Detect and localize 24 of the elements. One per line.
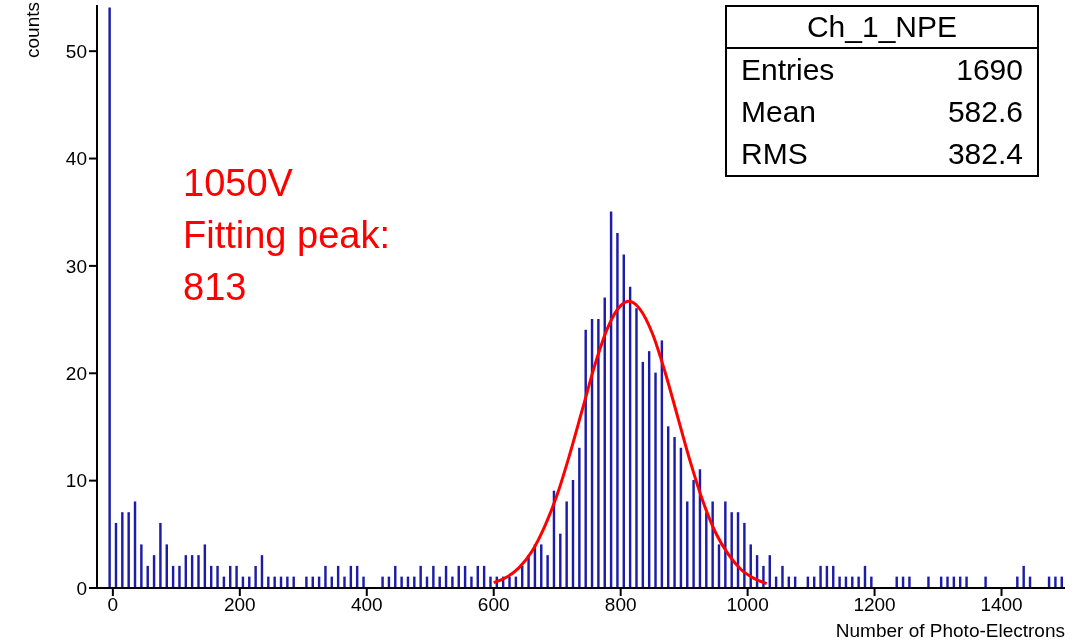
- annotation: 582.6: [947, 94, 1023, 130]
- annotation: 1690: [956, 52, 1023, 88]
- y-tick-label: 10: [65, 470, 87, 492]
- y-tick-label: 40: [65, 148, 87, 170]
- x-tick-label: 1200: [853, 594, 896, 616]
- y-tick-label: 0: [76, 577, 87, 599]
- y-axis-title: counts: [22, 2, 44, 58]
- y-tick-label: 30: [65, 255, 87, 277]
- x-tick-label: 200: [223, 594, 256, 616]
- x-tick-label: 800: [604, 594, 637, 616]
- x-tick-label: 0: [107, 594, 119, 616]
- y-tick-label: 50: [65, 40, 87, 62]
- annotation: Mean: [741, 94, 817, 130]
- x-tick-label: 1400: [980, 594, 1023, 616]
- annotation: RMS: [741, 136, 808, 172]
- x-tick-label: 1000: [726, 594, 769, 616]
- annotation: Entries: [741, 52, 835, 88]
- x-tick-label: 400: [350, 594, 383, 616]
- annotation: 382.4: [947, 136, 1023, 172]
- x-axis-title: Number of Photo-Electrons: [835, 620, 1065, 642]
- y-tick-label: 20: [65, 363, 87, 385]
- annotation: 1050V Fitting peak: 813: [183, 161, 390, 310]
- x-tick-label: 600: [477, 594, 510, 616]
- annotation: Ch_1_NPE: [727, 7, 1037, 49]
